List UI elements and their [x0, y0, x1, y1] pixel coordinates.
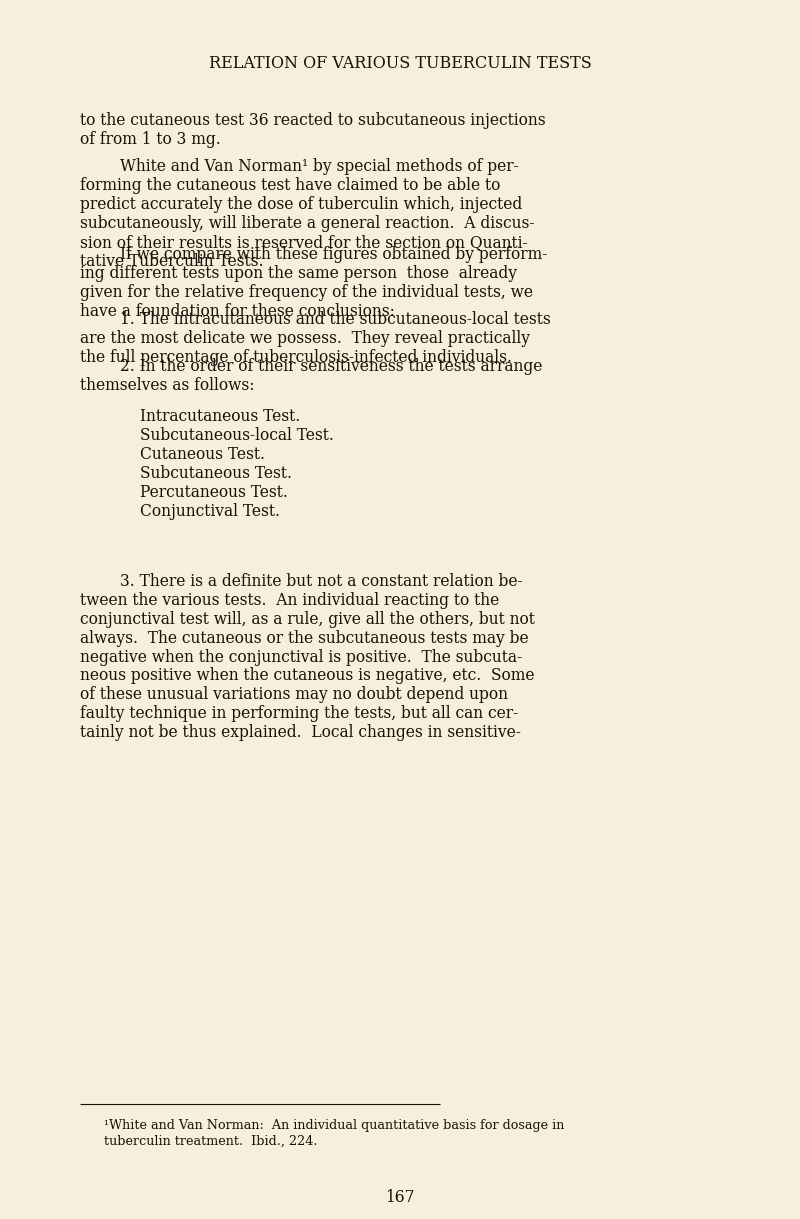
Text: to the cutaneous test 36 reacted to subcutaneous injections: to the cutaneous test 36 reacted to subc…	[80, 112, 546, 129]
Text: Subcutaneous-local Test.: Subcutaneous-local Test.	[140, 427, 334, 444]
Text: predict accurately the dose of tuberculin which, injected: predict accurately the dose of tuberculi…	[80, 196, 522, 213]
Text: RELATION OF VARIOUS TUBERCULIN TESTS: RELATION OF VARIOUS TUBERCULIN TESTS	[209, 55, 591, 72]
Text: conjunctival test will, as a rule, give all the others, but not: conjunctival test will, as a rule, give …	[80, 611, 535, 628]
Text: If we compare with these figures obtained by perform-: If we compare with these figures obtaine…	[120, 246, 547, 263]
Text: ing different tests upon the same person  those  already: ing different tests upon the same person…	[80, 266, 517, 282]
Text: neous positive when the cutaneous is negative, etc.  Some: neous positive when the cutaneous is neg…	[80, 668, 534, 684]
Text: tuberculin treatment.  Ibid., 224.: tuberculin treatment. Ibid., 224.	[104, 1135, 318, 1148]
Text: are the most delicate we possess.  They reveal practically: are the most delicate we possess. They r…	[80, 330, 530, 346]
Text: Subcutaneous Test.: Subcutaneous Test.	[140, 466, 292, 482]
Text: 167: 167	[386, 1189, 414, 1206]
Text: Conjunctival Test.: Conjunctival Test.	[140, 503, 280, 519]
Text: given for the relative frequency of the individual tests, we: given for the relative frequency of the …	[80, 284, 533, 301]
Text: of these unusual variations may no doubt depend upon: of these unusual variations may no doubt…	[80, 686, 508, 703]
Text: Percutaneous Test.: Percutaneous Test.	[140, 484, 288, 501]
Text: themselves as follows:: themselves as follows:	[80, 378, 254, 394]
Text: Cutaneous Test.: Cutaneous Test.	[140, 446, 265, 463]
Text: ¹White and Van Norman:  An individual quantitative basis for dosage in: ¹White and Van Norman: An individual qua…	[104, 1119, 564, 1132]
Text: negative when the conjunctival is positive.  The subcuta-: negative when the conjunctival is positi…	[80, 649, 522, 666]
Text: tween the various tests.  An individual reacting to the: tween the various tests. An individual r…	[80, 592, 499, 608]
Text: of from 1 to 3 mg.: of from 1 to 3 mg.	[80, 130, 221, 147]
Text: tainly not be thus explained.  Local changes in sensitive-: tainly not be thus explained. Local chan…	[80, 724, 521, 741]
Text: 1. The intracutaneous and the subcutaneous-local tests: 1. The intracutaneous and the subcutaneo…	[120, 311, 550, 328]
Text: 2. In the order of their sensitiveness the tests arrange: 2. In the order of their sensitiveness t…	[120, 358, 542, 375]
Text: subcutaneously, will liberate a general reaction.  A discus-: subcutaneously, will liberate a general …	[80, 216, 534, 232]
Text: the full percentage of tuberculosis-infected individuals.: the full percentage of tuberculosis-infe…	[80, 349, 512, 366]
Text: 3. There is a definite but not a constant relation be-: 3. There is a definite but not a constan…	[120, 573, 522, 590]
Text: Intracutaneous Test.: Intracutaneous Test.	[140, 408, 300, 425]
Text: tative Tuberculin Tests.: tative Tuberculin Tests.	[80, 254, 263, 269]
Text: White and Van Norman¹ by special methods of per-: White and Van Norman¹ by special methods…	[120, 158, 518, 176]
Text: faulty technique in performing the tests, but all can cer-: faulty technique in performing the tests…	[80, 705, 518, 722]
Text: forming the cutaneous test have claimed to be able to: forming the cutaneous test have claimed …	[80, 178, 500, 194]
Text: always.  The cutaneous or the subcutaneous tests may be: always. The cutaneous or the subcutaneou…	[80, 629, 529, 646]
Text: sion of their results is reserved for the section on Quanti-: sion of their results is reserved for th…	[80, 234, 528, 251]
Text: have a foundation for these conclusions:: have a foundation for these conclusions:	[80, 304, 395, 319]
